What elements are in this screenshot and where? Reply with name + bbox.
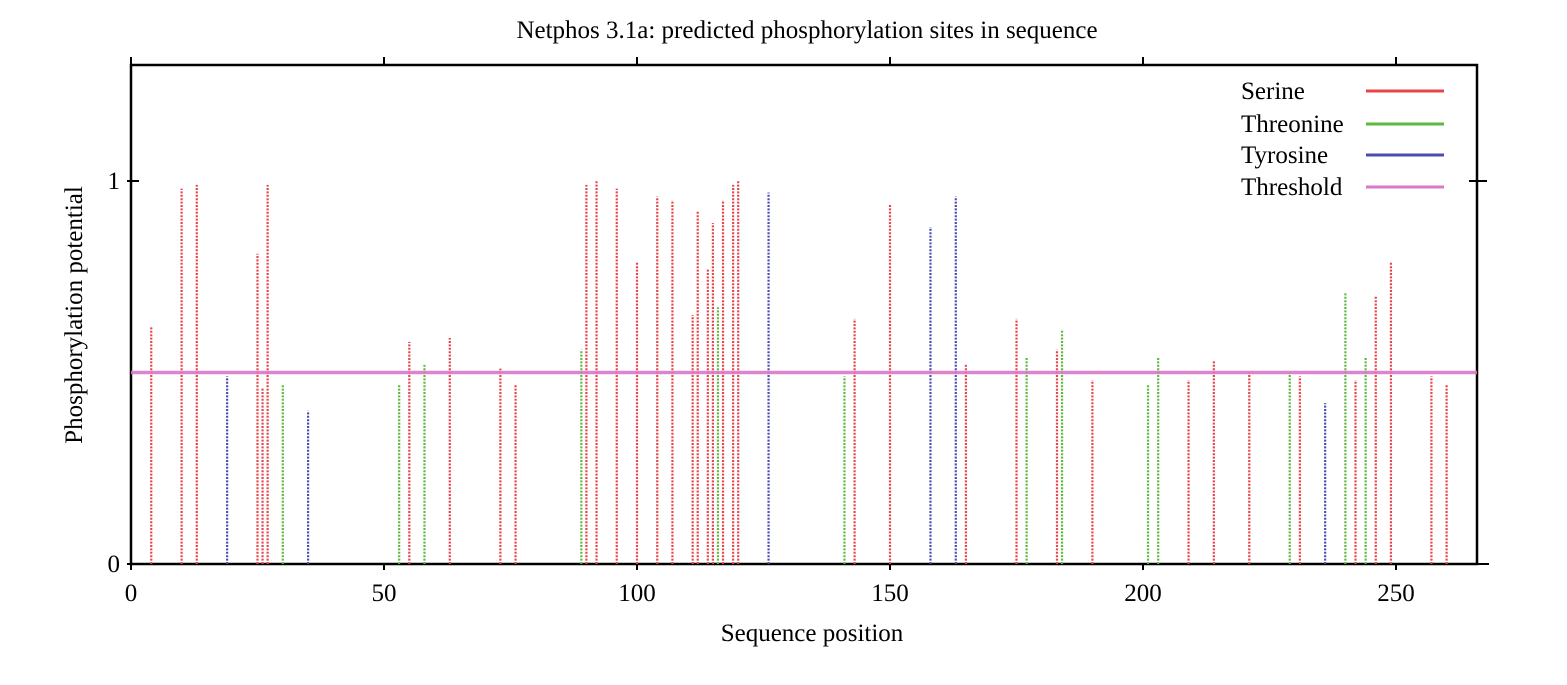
axis-ticks: 0 50 100 150 200 250 0 1 (108, 57, 1489, 607)
y-tick-label: 1 (108, 168, 121, 195)
legend-label-threonine: Threonine (1241, 111, 1344, 138)
x-tick-label: 250 (1377, 580, 1415, 607)
chart-title: Netphos 3.1a: predicted phosphorylation … (516, 17, 1097, 44)
legend-label-threshold: Threshold (1241, 174, 1343, 201)
plot-frame (129, 63, 1479, 566)
x-tick-label: 50 (372, 580, 397, 607)
y-tick-label: 0 (108, 551, 121, 578)
legend-label-serine: Serine (1241, 78, 1305, 105)
x-tick-label: 150 (871, 580, 909, 607)
legend-label-tyrosine: Tyrosine (1241, 142, 1328, 169)
x-tick-label: 100 (618, 580, 656, 607)
legend: Serine Threonine Tyrosine Threshold (1241, 78, 1444, 201)
x-tick-label: 0 (125, 580, 138, 607)
y-axis-label: Phosphorylation potential (61, 186, 88, 444)
x-tick-label: 200 (1124, 580, 1162, 607)
x-axis-label: Sequence position (721, 620, 904, 647)
